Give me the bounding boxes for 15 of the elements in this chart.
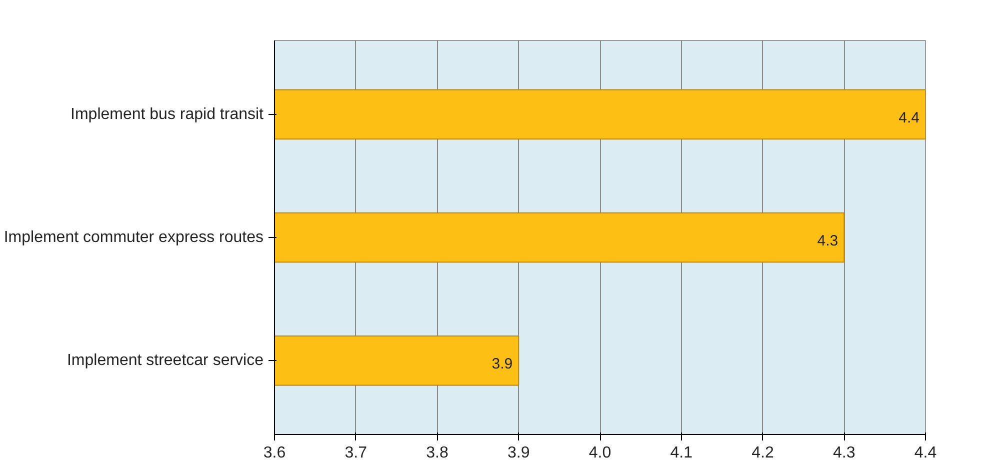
data-label: 4.4 [898, 109, 920, 126]
y-tick-label: Implement streetcar service [66, 352, 264, 370]
x-tick-label: 3.6 [263, 444, 286, 462]
x-tick-label: 4.2 [752, 444, 774, 462]
x-tick-label: 4.0 [588, 444, 612, 462]
x-tick-label: 4.3 [833, 444, 856, 462]
x-tick-label: 3.9 [508, 444, 530, 462]
x-tick-label: 3.7 [344, 444, 368, 462]
x-tick-label: 4.4 [914, 444, 937, 462]
y-tick-label: Implement commuter express routes [4, 229, 264, 246]
x-tick-label: 3.8 [426, 444, 448, 462]
y-tick-label: Implement bus rapid transit [70, 106, 264, 123]
data-label: 4.3 [817, 232, 838, 250]
x-tick-label: 4.1 [670, 444, 693, 462]
data-label: 3.9 [492, 356, 513, 373]
